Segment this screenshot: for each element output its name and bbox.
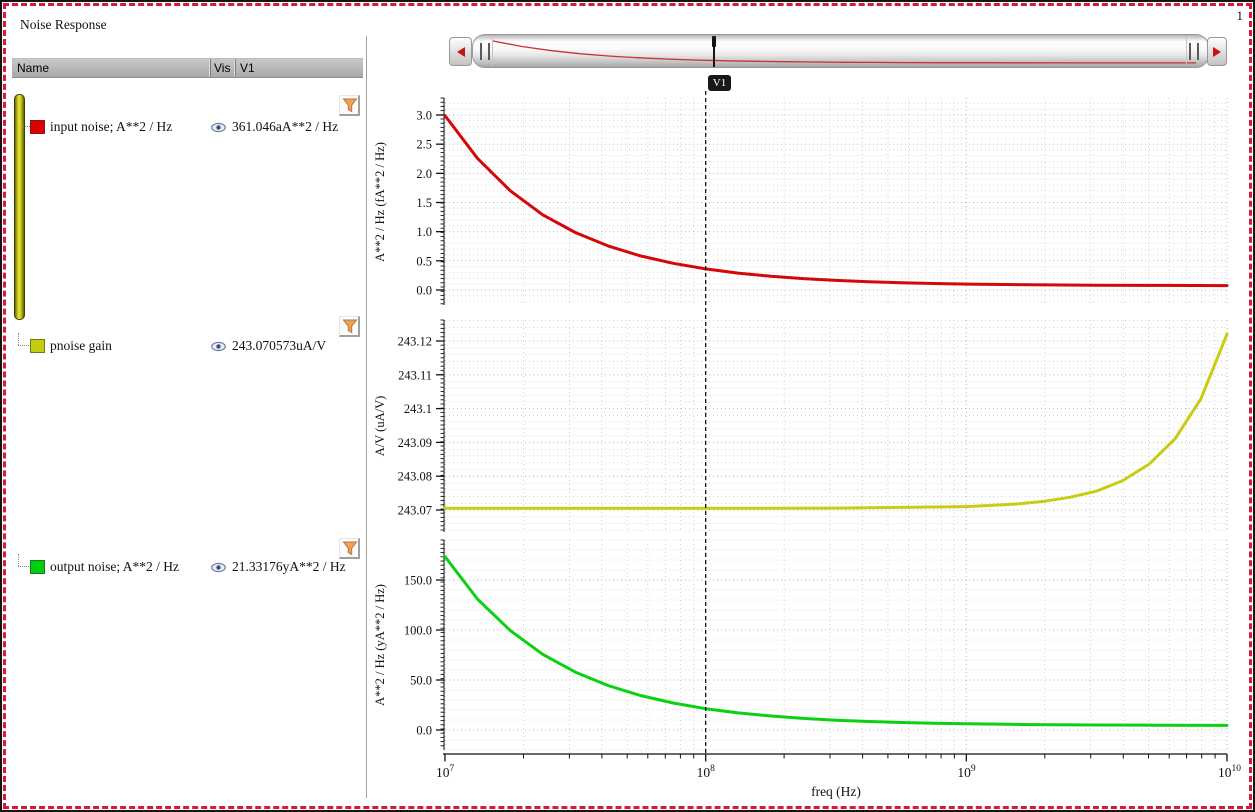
svg-text:3.0: 3.0: [416, 109, 432, 123]
svg-text:243.08: 243.08: [398, 470, 432, 484]
svg-text:0.0: 0.0: [416, 724, 432, 738]
svg-text:A/V (uA/V): A/V (uA/V): [373, 396, 387, 457]
trace-name[interactable]: input noise; A**2 / Hz: [50, 119, 173, 134]
svg-text:243.12: 243.12: [398, 335, 432, 349]
svg-text:109: 109: [957, 764, 976, 780]
svg-text:150.0: 150.0: [404, 574, 432, 588]
svg-text:1.5: 1.5: [416, 196, 432, 210]
trace-v1-value: 361.046aA**2 / Hz: [232, 119, 339, 134]
overview-mini-curve: [492, 40, 1196, 64]
panel-splitter[interactable]: [366, 36, 367, 798]
trace-color-swatch[interactable]: [30, 120, 45, 134]
svg-text:243.07: 243.07: [398, 504, 432, 518]
trace-color-swatch[interactable]: [30, 560, 45, 574]
trace-group-bar[interactable]: [14, 94, 25, 320]
slider-left-grip[interactable]: [480, 43, 490, 60]
right-arrow-icon: [1213, 46, 1221, 57]
trace-row-pnoise-gain[interactable]: pnoise gain 243.070573uA/V: [2, 337, 366, 355]
svg-text:freq (Hz): freq (Hz): [811, 784, 861, 799]
trace-name[interactable]: output noise; A**2 / Hz: [50, 559, 179, 574]
column-divider[interactable]: [234, 59, 236, 77]
visibility-eye-icon[interactable]: [211, 562, 226, 573]
page-number: 1: [1236, 8, 1244, 23]
window-title: Noise Response: [20, 17, 107, 32]
visibility-eye-icon[interactable]: [211, 122, 226, 133]
tree-connector: [18, 554, 19, 566]
trace-row-output-noise[interactable]: output noise; A**2 / Hz 21.33176yA**2 / …: [2, 558, 366, 576]
funnel-icon: [342, 319, 358, 334]
svg-text:A**2 / Hz (yA**2 / Hz): A**2 / Hz (yA**2 / Hz): [373, 584, 387, 706]
svg-text:A**2 / Hz (fA**2 / Hz): A**2 / Hz (fA**2 / Hz): [373, 142, 387, 262]
funnel-icon: [342, 541, 358, 556]
filter-button[interactable]: [339, 316, 360, 337]
tree-connector: [18, 345, 29, 346]
slider-separator: [1186, 36, 1187, 66]
visibility-eye-icon[interactable]: [211, 341, 226, 352]
overview-slider-track[interactable]: [472, 34, 1209, 68]
trace-v1-value: 243.070573uA/V: [232, 338, 327, 353]
svg-text:107: 107: [436, 764, 455, 780]
svg-text:2.0: 2.0: [416, 167, 432, 181]
tree-connector: [18, 333, 19, 345]
column-header-v1[interactable]: V1: [240, 61, 255, 75]
svg-text:0.0: 0.0: [416, 284, 432, 298]
svg-text:243.1: 243.1: [404, 402, 432, 416]
funnel-icon: [342, 98, 358, 113]
svg-text:1.0: 1.0: [416, 225, 432, 239]
trace-table-header: Name Vis V1: [12, 58, 363, 78]
slider-separator: [492, 36, 493, 66]
svg-text:1010: 1010: [1218, 764, 1241, 780]
tree-connector: [18, 566, 29, 567]
v1-cursor-badge[interactable]: V1: [708, 75, 731, 91]
v1-slider-marker-line: [713, 36, 715, 67]
trace-row-input-noise[interactable]: input noise; A**2 / Hz 361.046aA**2 / Hz: [2, 118, 366, 136]
trace-name[interactable]: pnoise gain: [50, 338, 112, 353]
svg-text:100.0: 100.0: [404, 624, 432, 638]
filter-button[interactable]: [339, 538, 360, 559]
svg-text:2.5: 2.5: [416, 138, 432, 152]
trace-color-swatch[interactable]: [30, 339, 45, 353]
svg-text:243.09: 243.09: [398, 436, 432, 450]
column-header-vis[interactable]: Vis: [214, 61, 231, 75]
plots-canvas[interactable]: 0.0 0.5 1.0 1.5 2.0 2.5 3.0 A**2 / Hz (fA**2 / …: [370, 90, 1255, 808]
filter-button[interactable]: [339, 95, 360, 116]
column-divider[interactable]: [209, 59, 211, 77]
svg-text:243.11: 243.11: [398, 368, 432, 382]
slider-scroll-right-button[interactable]: [1207, 37, 1227, 66]
slider-scroll-left-button[interactable]: [449, 37, 472, 66]
trace-v1-value: 21.33176yA**2 / Hz: [232, 559, 346, 574]
column-header-name[interactable]: Name: [17, 61, 50, 75]
svg-text:50.0: 50.0: [410, 674, 432, 688]
svg-text:108: 108: [697, 764, 716, 780]
slider-right-grip[interactable]: [1189, 43, 1199, 60]
tree-connector: [23, 126, 30, 127]
left-arrow-icon: [456, 46, 465, 57]
svg-text:0.5: 0.5: [416, 254, 432, 268]
